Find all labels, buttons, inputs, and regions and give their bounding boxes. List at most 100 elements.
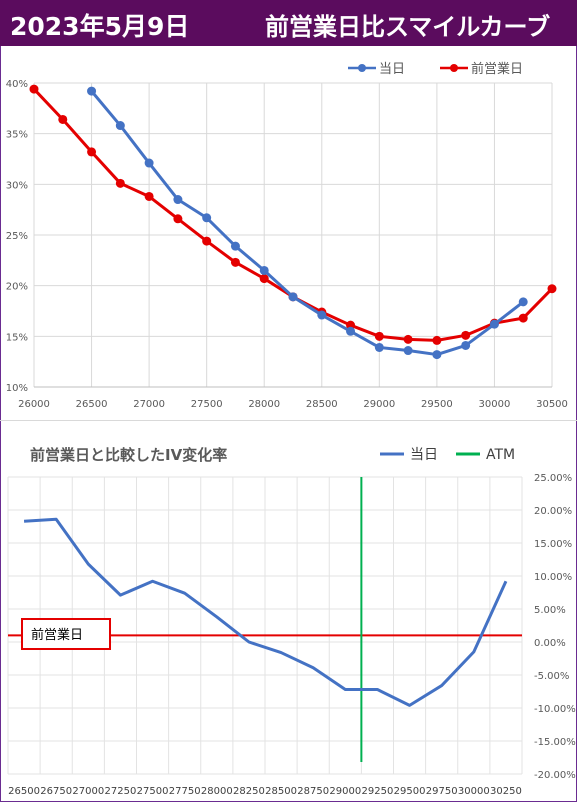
chart1-data-point xyxy=(230,241,240,251)
chart1-data-point xyxy=(461,330,471,340)
chart1-gridlines xyxy=(33,82,553,388)
chart2-x-tick: 28250 xyxy=(233,786,265,797)
chart2-y-tick: -15.00% xyxy=(534,737,576,748)
chart1-data-point xyxy=(87,147,97,157)
chart1-y-tick: 25% xyxy=(6,231,28,242)
chart2-x-tick: 30000 xyxy=(458,786,490,797)
chart1-y-tick: 35% xyxy=(6,130,28,141)
chart2-y-tick: -5.00% xyxy=(534,671,569,682)
chart2-today-line xyxy=(23,517,508,707)
chart1-data-point xyxy=(173,195,183,205)
chart2-y-tick: 25.00% xyxy=(534,473,572,484)
header-date: 2023年5月9日 xyxy=(10,12,190,41)
chart1-data-point xyxy=(115,178,125,188)
chart1-data-point xyxy=(461,340,471,350)
chart1-x-tick: 28000 xyxy=(248,399,280,410)
prev-day-reference-label: 前営業日 xyxy=(21,618,111,650)
chart2-y-tick: 15.00% xyxy=(534,539,572,550)
chart1-y-tick: 15% xyxy=(6,332,28,343)
chart2-legend: 当日 ATM xyxy=(380,447,515,463)
chart1-y-tick-labels: 10% 15% 20% 25% 30% 35% 40% xyxy=(6,79,28,394)
chart1-data-point xyxy=(432,335,442,345)
chart2-x-tick: 29250 xyxy=(362,786,394,797)
chart2-x-tick: 26500 xyxy=(8,786,40,797)
chart1-data-point xyxy=(202,236,212,246)
chart1-data-point xyxy=(547,284,557,294)
chart1-data-point xyxy=(259,274,269,284)
chart1-data-point xyxy=(144,158,154,168)
chart1-data-point xyxy=(489,319,499,329)
legend2-atm-label: ATM xyxy=(486,447,515,463)
chart1-x-tick-labels: 26000 26500 27000 27500 28000 28500 29000 29500… xyxy=(18,399,568,410)
chart2-y-tick: 5.00% xyxy=(534,605,566,616)
chart1-x-tick: 30000 xyxy=(479,399,511,410)
chart2-y-tick: 0.00% xyxy=(534,638,566,649)
chart2-y-tick-labels: 25.00% 20.00% 15.00% 10.00% 5.00% 0.00% -5.00%… xyxy=(534,473,576,781)
chart1-data-point xyxy=(29,84,39,94)
legend-today-label: 当日 xyxy=(379,62,405,77)
chart2-x-tick: 26750 xyxy=(40,786,72,797)
header-bar: 2023年5月9日 前営業日比スマイルカーブ xyxy=(0,0,577,46)
chart1-data-point xyxy=(87,86,97,96)
chart2-title: 前営業日と比較したIV変化率 xyxy=(30,446,227,464)
chart2-x-tick: 29000 xyxy=(329,786,361,797)
chart1-data-point xyxy=(317,310,327,320)
chart1-x-tick: 26500 xyxy=(76,399,108,410)
chart2-x-tick: 28500 xyxy=(265,786,297,797)
prev-day-label-box xyxy=(21,618,111,650)
header-title: 前営業日比スマイルカーブ xyxy=(265,13,551,41)
chart1-y-tick: 30% xyxy=(6,180,28,191)
chart2-x-tick: 28000 xyxy=(201,786,233,797)
chart2-x-tick-labels: 26500 26750 27000 27250 27500 27750 28000 28250… xyxy=(8,786,522,797)
chart1-data-point xyxy=(173,214,183,224)
chart2-x-tick: 28750 xyxy=(297,786,329,797)
chart1-data-point xyxy=(403,334,413,344)
chart1-x-tick: 28500 xyxy=(306,399,338,410)
chart1-x-tick: 27500 xyxy=(191,399,223,410)
chart2-x-tick: 30250 xyxy=(490,786,522,797)
chart2-y-tick: 10.00% xyxy=(534,572,572,583)
iv-change-chart: 前営業日と比較したIV変化率 25.00% 20.00% 15.00% 10.00% 5… xyxy=(7,446,576,797)
chart2-x-tick: 29750 xyxy=(426,786,458,797)
chart1-series-line xyxy=(32,88,554,342)
chart1-data-point xyxy=(403,346,413,356)
chart2-y-tick: -20.00% xyxy=(534,770,576,781)
chart1-y-tick: 20% xyxy=(6,282,28,293)
chart1-x-tick: 26000 xyxy=(18,399,50,410)
chart-divider xyxy=(0,420,577,421)
chart1-data-point xyxy=(374,331,384,341)
chart1-data-point xyxy=(259,265,269,275)
chart1-data-point xyxy=(58,114,68,124)
chart1-x-tick: 29000 xyxy=(363,399,395,410)
chart2-y-tick: -10.00% xyxy=(534,704,576,715)
chart2-x-tick: 27750 xyxy=(169,786,201,797)
chart1-data-point xyxy=(432,350,442,360)
chart1-legend: 当日 前営業日 xyxy=(348,61,523,77)
chart1-x-tick: 27000 xyxy=(133,399,165,410)
chart1-series-line xyxy=(90,90,525,357)
chart2-x-tick: 27000 xyxy=(72,786,104,797)
chart1-y-tick: 10% xyxy=(6,383,28,394)
chart1-series xyxy=(29,84,557,360)
legend-prev-marker xyxy=(450,64,458,72)
chart1-x-tick: 29500 xyxy=(421,399,453,410)
legend-prev-label: 前営業日 xyxy=(471,61,523,77)
chart2-y-tick: 20.00% xyxy=(534,506,572,517)
chart1-data-point xyxy=(518,313,528,323)
chart1-data-point xyxy=(144,191,154,201)
chart1-y-tick: 40% xyxy=(6,79,28,90)
chart2-gridlines xyxy=(7,476,523,775)
legend-today-marker xyxy=(358,64,366,72)
smile-curve-chart: 10% 15% 20% 25% 30% 35% 40% 26000 26500 27000 275… xyxy=(6,61,568,410)
chart2-x-tick: 27250 xyxy=(105,786,137,797)
chart1-data-point xyxy=(115,121,125,131)
legend2-today-label: 当日 xyxy=(410,447,438,463)
chart1-data-point xyxy=(230,257,240,267)
chart1-data-point xyxy=(202,213,212,223)
chart1-data-point xyxy=(288,292,298,302)
chart1-data-point xyxy=(518,297,528,307)
chart2-x-tick: 29500 xyxy=(394,786,426,797)
chart1-data-point xyxy=(374,342,384,352)
chart2-x-tick: 27500 xyxy=(137,786,169,797)
chart1-x-tick: 30500 xyxy=(536,399,568,410)
